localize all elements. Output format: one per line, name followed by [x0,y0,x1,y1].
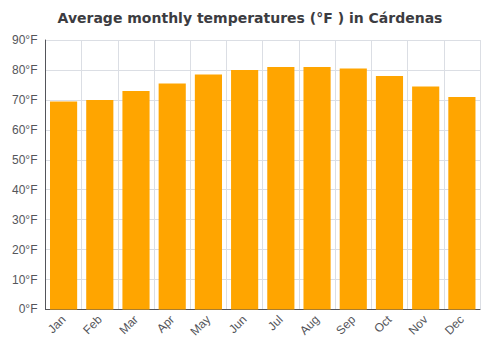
svg-text:0°F: 0°F [19,302,38,316]
svg-text:Jun: Jun [226,313,250,337]
svg-text:Jul: Jul [265,313,286,334]
svg-text:Average monthly temperatures (: Average monthly temperatures (°F ) in Cá… [58,10,443,26]
svg-text:40°F: 40°F [12,183,37,197]
svg-text:30°F: 30°F [12,213,37,227]
svg-text:90°F: 90°F [12,33,37,47]
svg-text:70°F: 70°F [12,93,37,107]
svg-text:May: May [187,313,213,339]
svg-text:50°F: 50°F [12,153,37,167]
svg-text:Jan: Jan [45,313,69,337]
svg-text:Apr: Apr [154,313,177,336]
svg-text:20°F: 20°F [12,243,37,257]
svg-text:80°F: 80°F [12,63,37,77]
svg-text:Nov: Nov [406,313,431,338]
svg-text:Mar: Mar [116,313,141,337]
svg-text:Dec: Dec [442,313,467,338]
svg-text:Aug: Aug [297,313,322,338]
svg-text:10°F: 10°F [12,273,37,287]
svg-text:Sep: Sep [333,312,358,337]
svg-text:60°F: 60°F [12,123,37,137]
svg-text:Oct: Oct [371,312,395,336]
svg-text:Feb: Feb [80,312,105,337]
